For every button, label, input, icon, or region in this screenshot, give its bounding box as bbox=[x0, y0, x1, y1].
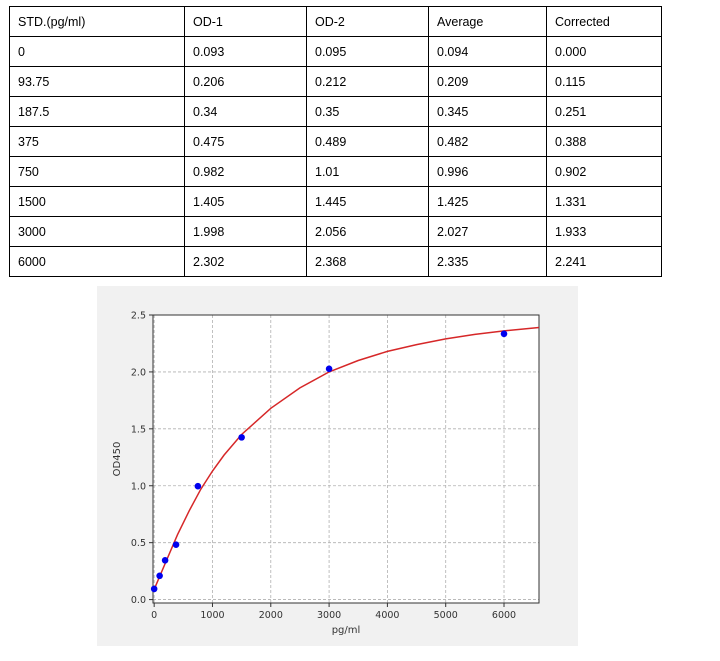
table-cell: 1.425 bbox=[428, 186, 547, 217]
data-point bbox=[156, 572, 163, 580]
table-cell: 1.998 bbox=[184, 216, 307, 247]
y-tick-label: 0.5 bbox=[131, 538, 146, 549]
table-cell: 0.489 bbox=[306, 126, 429, 157]
table-cell: 2.335 bbox=[428, 246, 547, 277]
column-header: Average bbox=[428, 6, 547, 37]
table-cell: 2.056 bbox=[306, 216, 429, 247]
table-cell: 3000 bbox=[9, 216, 185, 247]
table-header-row: STD.(pg/ml) OD-1 OD-2 Average Corrected bbox=[9, 6, 662, 37]
table-cell: 2.241 bbox=[546, 246, 662, 277]
table-cell: 6000 bbox=[9, 246, 185, 277]
column-header: OD-2 bbox=[306, 6, 429, 37]
table-body: STD.(pg/ml) OD-1 OD-2 Average Corrected 0 0.09… bbox=[9, 6, 662, 277]
table-cell: 0.482 bbox=[428, 126, 547, 157]
x-axis-label: pg/ml bbox=[332, 625, 361, 636]
x-tick-label: 3000 bbox=[317, 610, 341, 621]
data-point bbox=[500, 330, 508, 338]
table-cell: 1.933 bbox=[546, 216, 662, 247]
table-cell: 2.368 bbox=[306, 246, 429, 277]
table-cell: 93.75 bbox=[9, 66, 185, 97]
data-point bbox=[325, 365, 333, 373]
table-row: 6000 2.302 2.368 2.335 2.241 bbox=[9, 246, 662, 277]
table-cell: 0.35 bbox=[306, 96, 429, 127]
table-cell: 0.388 bbox=[546, 126, 662, 157]
fit-curve-line bbox=[153, 326, 540, 590]
table-cell: 750 bbox=[9, 156, 185, 187]
table-cell: 0.000 bbox=[546, 36, 662, 67]
table-cell: 0.345 bbox=[428, 96, 547, 127]
x-tick-label: 5000 bbox=[434, 610, 458, 621]
table-cell: 187.5 bbox=[9, 96, 185, 127]
plot-area bbox=[153, 315, 539, 603]
table-cell: 0.982 bbox=[184, 156, 307, 187]
table-cell: 1.331 bbox=[546, 186, 662, 217]
y-tick-label: 0.0 bbox=[131, 595, 146, 606]
table-row: 375 0.475 0.489 0.482 0.388 bbox=[9, 126, 662, 157]
table-cell: 2.302 bbox=[184, 246, 307, 277]
table-cell: 0.251 bbox=[546, 96, 662, 127]
table-cell: 1.445 bbox=[306, 186, 429, 217]
table-cell: 0.206 bbox=[184, 66, 307, 97]
standard-curve-table: STD.(pg/ml) OD-1 OD-2 Average Corrected 0 0.09… bbox=[9, 6, 662, 277]
x-tick-label: 2000 bbox=[259, 610, 283, 621]
column-header: OD-1 bbox=[184, 6, 307, 37]
table-row: 1500 1.405 1.445 1.425 1.331 bbox=[9, 186, 662, 217]
table-cell: 1500 bbox=[9, 186, 185, 217]
table-row: 3000 1.998 2.056 2.027 1.933 bbox=[9, 216, 662, 247]
table-row: 187.5 0.34 0.35 0.345 0.251 bbox=[9, 96, 662, 127]
column-header: STD.(pg/ml) bbox=[9, 6, 185, 37]
y-tick-label: 1.0 bbox=[131, 481, 146, 492]
table-cell: 0.093 bbox=[184, 36, 307, 67]
x-tick-label: 1000 bbox=[200, 610, 224, 621]
table-cell: 0.095 bbox=[306, 36, 429, 67]
table-cell: 0.475 bbox=[184, 126, 307, 157]
x-tick-label: 0 bbox=[151, 610, 157, 621]
standard-curve-chart: 0 1000 2000 3000 4000 5000 6000 0.0 0.5 1.0 1.5 2.0… bbox=[112, 311, 540, 636]
table-row: 750 0.982 1.01 0.996 0.902 bbox=[9, 156, 662, 187]
table-row: 0 0.093 0.095 0.094 0.000 bbox=[9, 36, 662, 67]
x-tick-label: 4000 bbox=[375, 610, 399, 621]
data-point bbox=[161, 557, 169, 564]
column-header: Corrected bbox=[546, 6, 662, 37]
table-row: 93.75 0.206 0.212 0.209 0.115 bbox=[9, 66, 662, 97]
table-cell: 0.115 bbox=[546, 66, 662, 97]
table-cell: 0.996 bbox=[428, 156, 547, 187]
table-cell: 0.212 bbox=[306, 66, 429, 97]
data-point bbox=[150, 585, 158, 593]
data-point bbox=[238, 434, 245, 441]
y-tick-label: 1.5 bbox=[131, 424, 146, 435]
chart-panel: 0 1000 2000 3000 4000 5000 6000 0.0 0.5 1.0 1.5 2.0… bbox=[97, 286, 578, 646]
table-cell: 0 bbox=[9, 36, 185, 67]
y-tick-label: 2.5 bbox=[131, 311, 146, 322]
table-cell: 2.027 bbox=[428, 216, 547, 247]
table-cell: 1.01 bbox=[306, 156, 429, 187]
table-cell: 0.094 bbox=[428, 36, 547, 67]
table-cell: 375 bbox=[9, 126, 185, 157]
table-cell: 1.405 bbox=[184, 186, 307, 217]
table-cell: 0.34 bbox=[184, 96, 307, 127]
table-cell: 0.902 bbox=[546, 156, 662, 187]
data-point bbox=[172, 541, 180, 549]
y-axis-label: OD450 bbox=[112, 442, 123, 477]
plot-frame bbox=[152, 314, 540, 604]
table-cell: 0.209 bbox=[428, 66, 547, 97]
x-tick-label: 6000 bbox=[492, 610, 516, 621]
y-tick-label: 2.0 bbox=[131, 367, 146, 378]
data-point bbox=[194, 482, 202, 490]
